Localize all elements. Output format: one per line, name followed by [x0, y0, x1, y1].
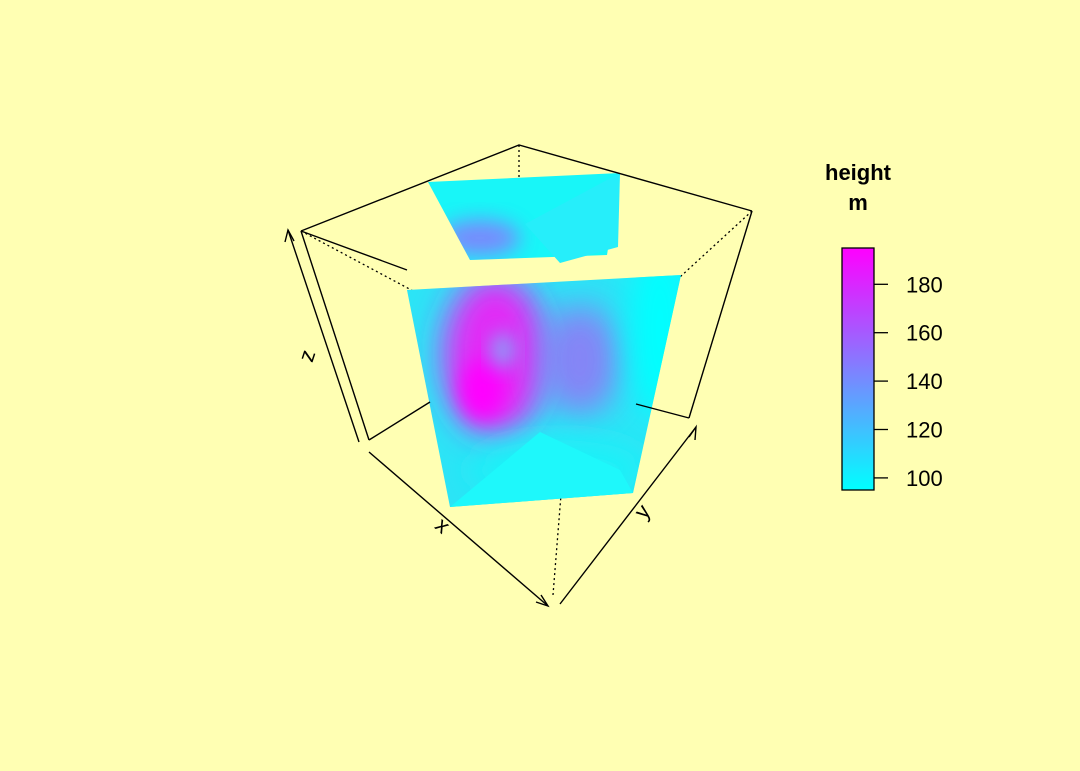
cross-slice-plane: [450, 173, 633, 507]
box-edge: [300, 230, 408, 271]
hidden-edge: [300, 230, 431, 301]
colorbar-tick-label: 140: [906, 369, 943, 394]
colorbar-tick-label: 100: [906, 466, 943, 491]
colorbar: [841, 247, 875, 491]
colorbar-tick-label: 180: [906, 272, 943, 297]
box-edge: [300, 230, 370, 441]
legend-title-line1: height: [825, 160, 892, 185]
box-edge: [688, 210, 753, 419]
x-axis-arrowhead: [535, 594, 550, 608]
slice-hole: [492, 333, 514, 367]
back-slice-hotspot: [440, 220, 520, 256]
y-axis-line: [559, 426, 697, 605]
y-axis-arrowhead: [688, 424, 697, 441]
x-axis-line: [368, 451, 549, 607]
z-axis-label: z: [293, 347, 320, 365]
y-axis-label: y: [629, 499, 655, 523]
colorbar-ticks: 100 120 140 160 180: [874, 272, 943, 491]
colorbar-legend: height m 100 120 140 160 180: [825, 160, 943, 491]
slice-fade-right: [630, 275, 681, 420]
z-axis-arrowhead: [284, 228, 295, 243]
axis-arrows: [284, 228, 697, 608]
slice-hotspot-core: [460, 360, 504, 420]
x-axis-label: x: [431, 512, 455, 538]
box-edge: [368, 401, 431, 441]
slice-hotspot-right: [540, 305, 620, 415]
colorbar-tick-label: 160: [906, 321, 943, 346]
box-edge: [635, 403, 690, 419]
z-axis-line: [287, 229, 360, 443]
box-visible-edges: [300, 144, 753, 441]
legend-title-line2: m: [848, 190, 868, 215]
box-top-face: [300, 144, 753, 232]
hidden-edge: [679, 210, 753, 278]
colorbar-tick-label: 120: [906, 418, 943, 443]
cross-slice-upper: [525, 173, 620, 263]
cross-slice-lower: [450, 432, 633, 507]
